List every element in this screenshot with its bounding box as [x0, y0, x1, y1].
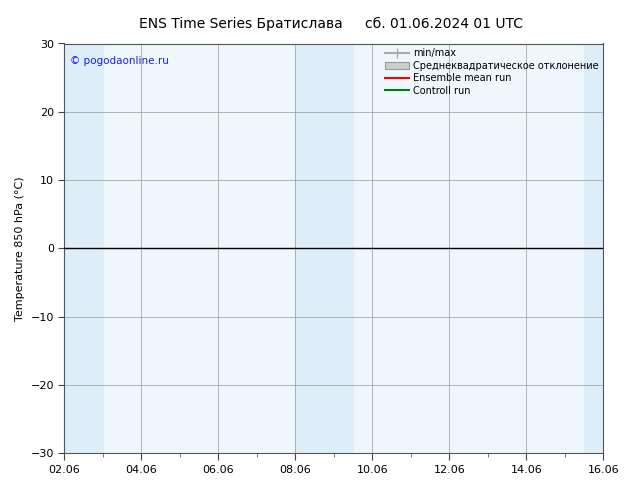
Text: ENS Time Series Братислава: ENS Time Series Братислава	[139, 17, 343, 31]
Text: сб. 01.06.2024 01 UTC: сб. 01.06.2024 01 UTC	[365, 17, 523, 31]
Y-axis label: Temperature 850 hPa (°C): Temperature 850 hPa (°C)	[15, 176, 25, 320]
Bar	[295, 44, 353, 453]
Bar	[584, 44, 603, 453]
Bar	[65, 44, 103, 453]
Legend: min/max, Среднеквадратическое отклонение, Ensemble mean run, Controll run: min/max, Среднеквадратическое отклонение…	[384, 49, 598, 96]
Text: © pogodaonline.ru: © pogodaonline.ru	[70, 56, 169, 66]
